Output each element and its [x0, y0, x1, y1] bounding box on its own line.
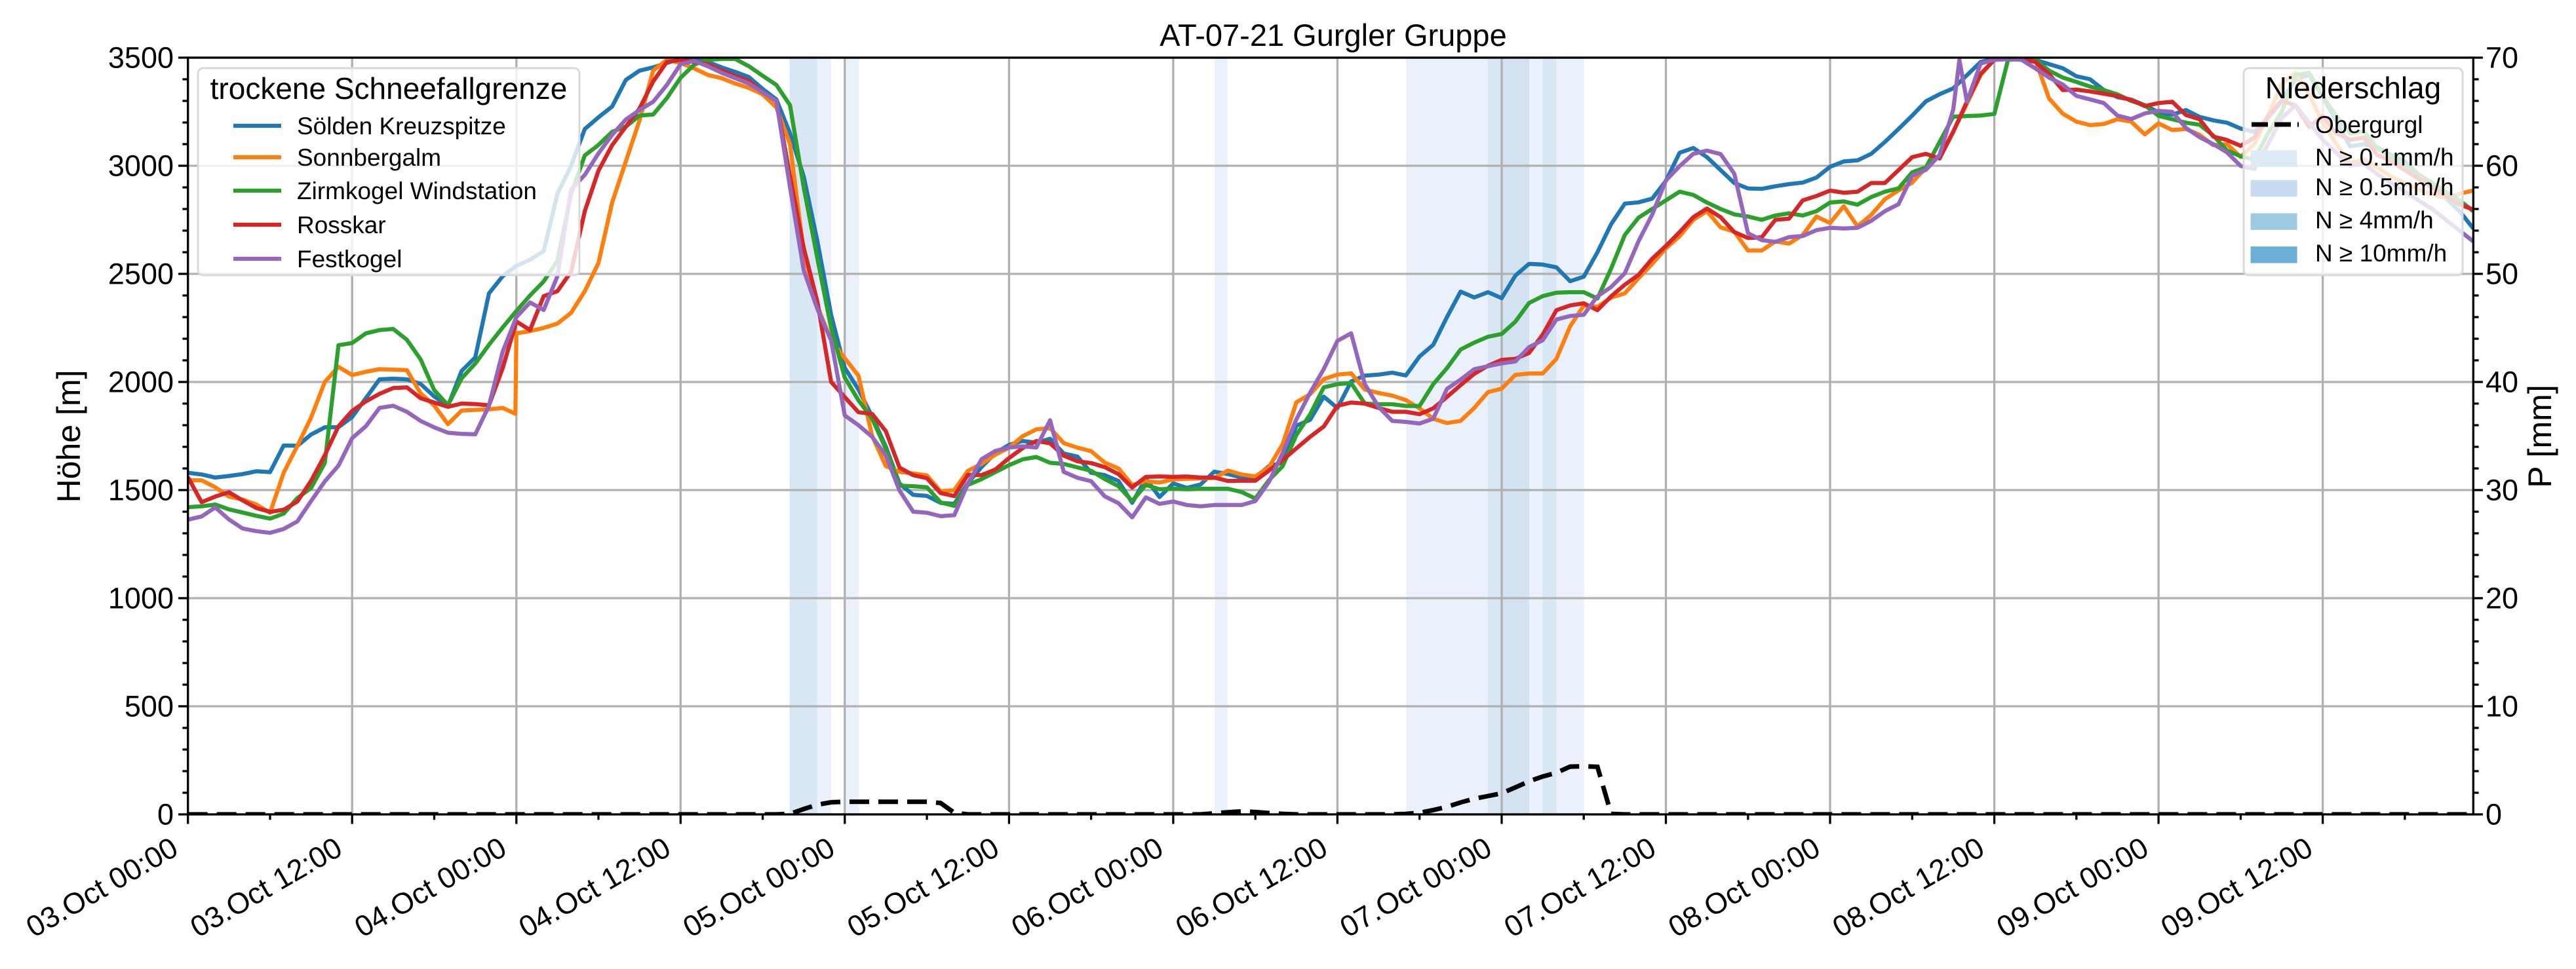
svg-text:Niederschlag: Niederschlag [2265, 71, 2441, 105]
svg-text:Rosskar: Rosskar [297, 212, 386, 238]
svg-text:AT-07-21 Gurgler Gruppe: AT-07-21 Gurgler Gruppe [1160, 18, 1506, 52]
svg-text:Obergurgl: Obergurgl [2315, 111, 2423, 138]
svg-text:Sonnbergalm: Sonnbergalm [297, 144, 441, 171]
svg-text:2500: 2500 [108, 257, 174, 291]
svg-text:Sölden Kreuzspitze: Sölden Kreuzspitze [297, 113, 506, 140]
svg-text:0: 0 [157, 798, 174, 831]
svg-text:40: 40 [2486, 366, 2518, 399]
svg-text:Festkogel: Festkogel [297, 246, 402, 273]
svg-text:1000: 1000 [108, 582, 174, 615]
svg-text:trockene Schneefallgrenze: trockene Schneefallgrenze [210, 71, 568, 105]
svg-text:1500: 1500 [108, 474, 174, 507]
svg-text:3500: 3500 [108, 41, 174, 75]
svg-text:N ≥ 10mm/h: N ≥ 10mm/h [2315, 240, 2447, 267]
svg-text:50: 50 [2486, 257, 2518, 291]
svg-text:30: 30 [2486, 474, 2518, 507]
svg-text:20: 20 [2486, 582, 2518, 615]
svg-text:3000: 3000 [108, 149, 174, 183]
svg-text:Höhe [m]: Höhe [m] [50, 370, 87, 503]
svg-text:N ≥ 0.1mm/h: N ≥ 0.1mm/h [2315, 144, 2454, 171]
svg-text:0: 0 [2486, 798, 2502, 831]
svg-text:2000: 2000 [108, 366, 174, 399]
svg-text:60: 60 [2486, 149, 2518, 183]
svg-text:N ≥ 4mm/h: N ≥ 4mm/h [2315, 207, 2434, 234]
svg-text:Zirmkogel Windstation: Zirmkogel Windstation [297, 178, 537, 204]
svg-text:500: 500 [125, 690, 174, 723]
svg-text:N ≥ 0.5mm/h: N ≥ 0.5mm/h [2315, 174, 2454, 200]
svg-text:70: 70 [2486, 41, 2518, 75]
svg-text:10: 10 [2486, 690, 2518, 723]
svg-text:P [mm]: P [mm] [2522, 385, 2558, 487]
